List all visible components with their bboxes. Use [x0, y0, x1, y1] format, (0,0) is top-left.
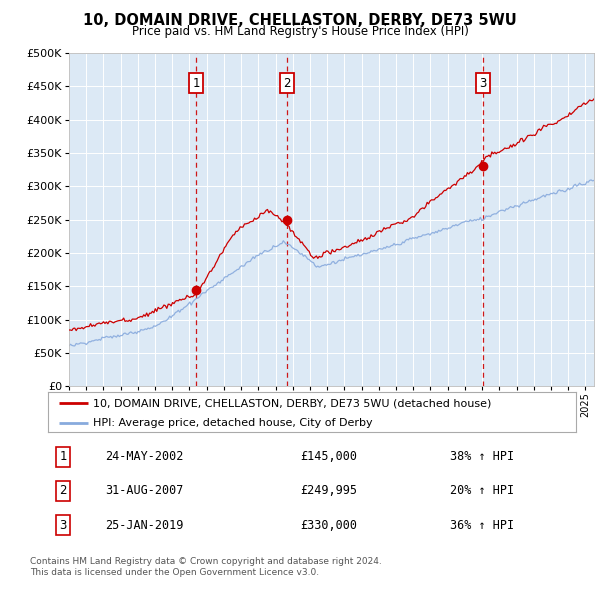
Text: Contains HM Land Registry data © Crown copyright and database right 2024.: Contains HM Land Registry data © Crown c…	[30, 558, 382, 566]
Text: 10, DOMAIN DRIVE, CHELLASTON, DERBY, DE73 5WU (detached house): 10, DOMAIN DRIVE, CHELLASTON, DERBY, DE7…	[93, 398, 491, 408]
Text: 10, DOMAIN DRIVE, CHELLASTON, DERBY, DE73 5WU: 10, DOMAIN DRIVE, CHELLASTON, DERBY, DE7…	[83, 13, 517, 28]
Text: 25-JAN-2019: 25-JAN-2019	[105, 519, 184, 532]
Text: £145,000: £145,000	[300, 450, 357, 463]
Text: £249,995: £249,995	[300, 484, 357, 497]
Text: This data is licensed under the Open Government Licence v3.0.: This data is licensed under the Open Gov…	[30, 568, 319, 577]
Text: 3: 3	[479, 77, 487, 90]
Text: 3: 3	[59, 519, 67, 532]
Text: £330,000: £330,000	[300, 519, 357, 532]
Text: 1: 1	[192, 77, 200, 90]
Text: HPI: Average price, detached house, City of Derby: HPI: Average price, detached house, City…	[93, 418, 373, 428]
Text: 20% ↑ HPI: 20% ↑ HPI	[450, 484, 514, 497]
Text: 24-MAY-2002: 24-MAY-2002	[105, 450, 184, 463]
Text: 36% ↑ HPI: 36% ↑ HPI	[450, 519, 514, 532]
Text: 1: 1	[59, 450, 67, 463]
Text: Price paid vs. HM Land Registry's House Price Index (HPI): Price paid vs. HM Land Registry's House …	[131, 25, 469, 38]
Text: 2: 2	[59, 484, 67, 497]
Text: 2: 2	[283, 77, 290, 90]
Text: 38% ↑ HPI: 38% ↑ HPI	[450, 450, 514, 463]
Text: 31-AUG-2007: 31-AUG-2007	[105, 484, 184, 497]
